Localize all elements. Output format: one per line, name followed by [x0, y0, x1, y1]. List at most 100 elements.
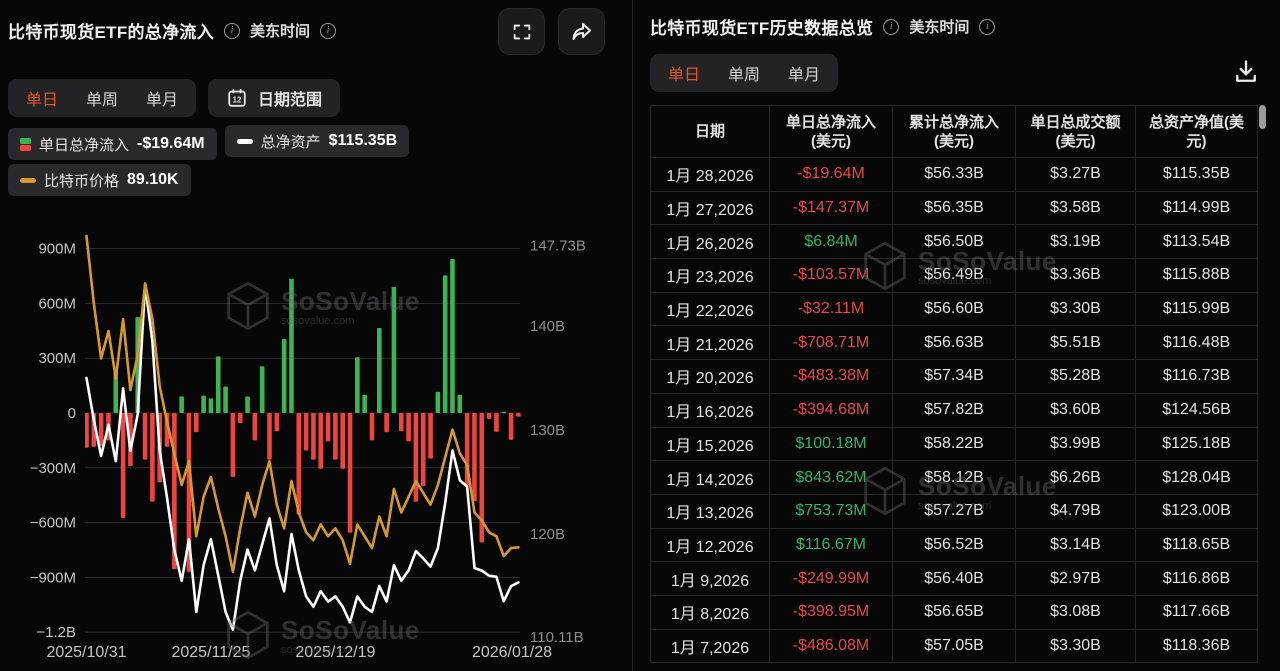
cell-cum-netflow: $56.63B	[893, 326, 1016, 361]
table-row: 1月 23,2026 -$103.57M $56.49B $3.36B $115.88B	[650, 259, 1258, 293]
svg-text:600M: 600M	[38, 295, 76, 312]
svg-text:300M: 300M	[38, 350, 76, 367]
column-header: 单日总成交额 (美元)	[1016, 105, 1136, 158]
svg-text:2025/11/25: 2025/11/25	[171, 644, 250, 661]
table-row: 1月 21,2026 -$708.71M $56.63B $5.51B $116.48B	[650, 326, 1258, 361]
cell-total-nav: $123.00B	[1136, 494, 1258, 529]
date-range-button[interactable]: 12 日期范围	[208, 79, 341, 117]
table-row: 1月 12,2026 $116.67M $56.52B $3.14B $118.65B	[650, 528, 1258, 563]
cell-total-nav: $128.04B	[1136, 461, 1258, 495]
cell-total-nav: $113.54B	[1136, 225, 1258, 260]
download-button[interactable]	[1232, 58, 1260, 91]
date-range-label: 日期范围	[258, 92, 323, 109]
cell-date: 1月 14,2026	[650, 461, 770, 495]
info-icon[interactable]: i	[224, 22, 241, 39]
cell-cum-netflow: $56.52B	[893, 528, 1016, 563]
cell-daily-volume: $3.36B	[1016, 259, 1136, 293]
netflow-panel: 比特币现货ETF的总净流入 i 美东时间 i 单日 单周 单月 12 日期范围 单日…	[0, 0, 633, 671]
legend-orange-dash[interactable]: 比特币价格 89.10K	[8, 164, 191, 196]
table-row: 1月 22,2026 -$32.11M $56.60B $3.30B $115.99B	[650, 292, 1258, 327]
share-button[interactable]	[558, 8, 605, 55]
svg-text:12: 12	[233, 96, 242, 105]
cell-daily-volume: $3.08B	[1016, 595, 1136, 630]
cell-date: 1月 15,2026	[650, 427, 770, 462]
table-header-row: 日期 单日总净流入 (美元) 累计总净流入 (美元) 单日总成交额 (美元) 总资产净值(美元…	[650, 105, 1258, 158]
cell-daily-volume: $3.14B	[1016, 528, 1136, 563]
info-icon[interactable]: i	[979, 18, 996, 35]
cell-daily-volume: $3.27B	[1016, 158, 1136, 192]
info-icon[interactable]: i	[883, 18, 900, 35]
tab-单日[interactable]: 单日	[668, 67, 701, 84]
cell-cum-netflow: $57.34B	[893, 360, 1016, 394]
cell-date: 1月 7,2026	[650, 629, 770, 664]
cell-daily-netflow: -$486.08M	[770, 629, 893, 664]
cell-daily-volume: $4.79B	[1016, 494, 1136, 529]
cell-cum-netflow: $56.35B	[893, 191, 1016, 226]
column-header: 单日总净流入 (美元)	[770, 105, 893, 158]
cell-daily-netflow: $100.18M	[770, 427, 893, 462]
calendar-icon: 12	[228, 88, 246, 107]
table-row: 1月 28,2026 -$19.64M $56.33B $3.27B $115.35B	[650, 158, 1258, 192]
cell-daily-netflow: $6.84M	[770, 225, 893, 260]
cell-date: 1月 20,2026	[650, 360, 770, 394]
svg-text:140B: 140B	[530, 318, 565, 335]
column-header: 累计总净流入 (美元)	[893, 105, 1016, 158]
info-icon[interactable]: i	[320, 22, 337, 39]
netflow-chart[interactable]: 900M 600M 300M 0 −300M −600M −900M −1.2B 147.73B…	[0, 0, 633, 671]
cell-date: 1月 12,2026	[650, 528, 770, 563]
cell-date: 1月 9,2026	[650, 562, 770, 596]
cell-cum-netflow: $56.50B	[893, 225, 1016, 260]
white-dash-icon	[236, 138, 253, 144]
chart-legend-row: 单日总净流入 -$19.64M 总净资产 $115.35B	[8, 125, 417, 160]
cell-daily-netflow: -$398.95M	[770, 595, 893, 630]
legend-value: -$19.64M	[137, 135, 205, 152]
timezone-label: 美东时间	[250, 23, 311, 40]
cell-date: 1月 21,2026	[650, 326, 770, 361]
cell-total-nav: $116.73B	[1136, 360, 1258, 394]
table-scrollbar[interactable]	[1259, 105, 1266, 129]
tab-单日[interactable]: 单日	[26, 92, 59, 109]
cell-total-nav: $116.86B	[1136, 562, 1258, 596]
svg-text:−1.2B: −1.2B	[36, 624, 76, 641]
tab-单月[interactable]: 单月	[146, 92, 179, 109]
legend-bar-green-red[interactable]: 单日总净流入 -$19.64M	[8, 128, 217, 160]
tab-单月[interactable]: 单月	[788, 67, 821, 84]
bar-legend-icon	[20, 137, 31, 151]
cell-daily-volume: $5.51B	[1016, 326, 1136, 361]
table-row: 1月 20,2026 -$483.38M $57.34B $5.28B $116.73B	[650, 360, 1258, 394]
table-row: 1月 14,2026 $843.62M $58.12B $6.26B $128.04B	[650, 461, 1258, 495]
table-row: 1月 7,2026 -$486.08M $57.05B $3.30B $118.36B	[650, 629, 1258, 664]
cell-daily-netflow: -$394.68M	[770, 393, 893, 428]
share-icon	[572, 22, 591, 40]
cell-daily-volume: $3.99B	[1016, 427, 1136, 462]
cell-daily-netflow: $116.67M	[770, 528, 893, 563]
tab-单周[interactable]: 单周	[86, 92, 119, 109]
cell-daily-volume: $3.60B	[1016, 393, 1136, 428]
column-header: 日期	[650, 105, 770, 158]
table-row: 1月 15,2026 $100.18M $58.22B $3.99B $125.18B	[650, 427, 1258, 462]
cell-cum-netflow: $58.12B	[893, 461, 1016, 495]
cell-daily-volume: $3.58B	[1016, 191, 1136, 226]
cell-daily-netflow: -$32.11M	[770, 292, 893, 327]
cell-daily-volume: $3.30B	[1016, 292, 1136, 327]
cell-total-nav: $118.65B	[1136, 528, 1258, 563]
cell-daily-netflow: -$708.71M	[770, 326, 893, 361]
cell-date: 1月 27,2026	[650, 191, 770, 226]
history-table: 日期 单日总净流入 (美元) 累计总净流入 (美元) 单日总成交额 (美元) 总资产净值(美元…	[650, 105, 1258, 664]
cell-daily-volume: $2.97B	[1016, 562, 1136, 596]
fullscreen-button[interactable]	[498, 8, 545, 55]
history-period-tabs: 单日 单周 单月	[650, 54, 839, 92]
legend-white-dash[interactable]: 总净资产 $115.35B	[224, 125, 410, 157]
legend-value: 89.10K	[127, 171, 179, 188]
cell-total-nav: $124.56B	[1136, 393, 1258, 428]
legend-label: 单日总净流入	[39, 136, 130, 154]
cell-daily-netflow: $843.62M	[770, 461, 893, 495]
table-row: 1月 27,2026 -$147.37M $56.35B $3.58B $114.99B	[650, 191, 1258, 226]
netflow-header: 比特币现货ETF的总净流入 i 美东时间 i	[8, 18, 337, 43]
svg-text:0: 0	[68, 405, 76, 422]
cell-cum-netflow: $57.82B	[893, 393, 1016, 428]
svg-text:900M: 900M	[38, 241, 76, 258]
cell-daily-volume: $6.26B	[1016, 461, 1136, 495]
tab-单周[interactable]: 单周	[728, 67, 761, 84]
cell-date: 1月 13,2026	[650, 494, 770, 529]
